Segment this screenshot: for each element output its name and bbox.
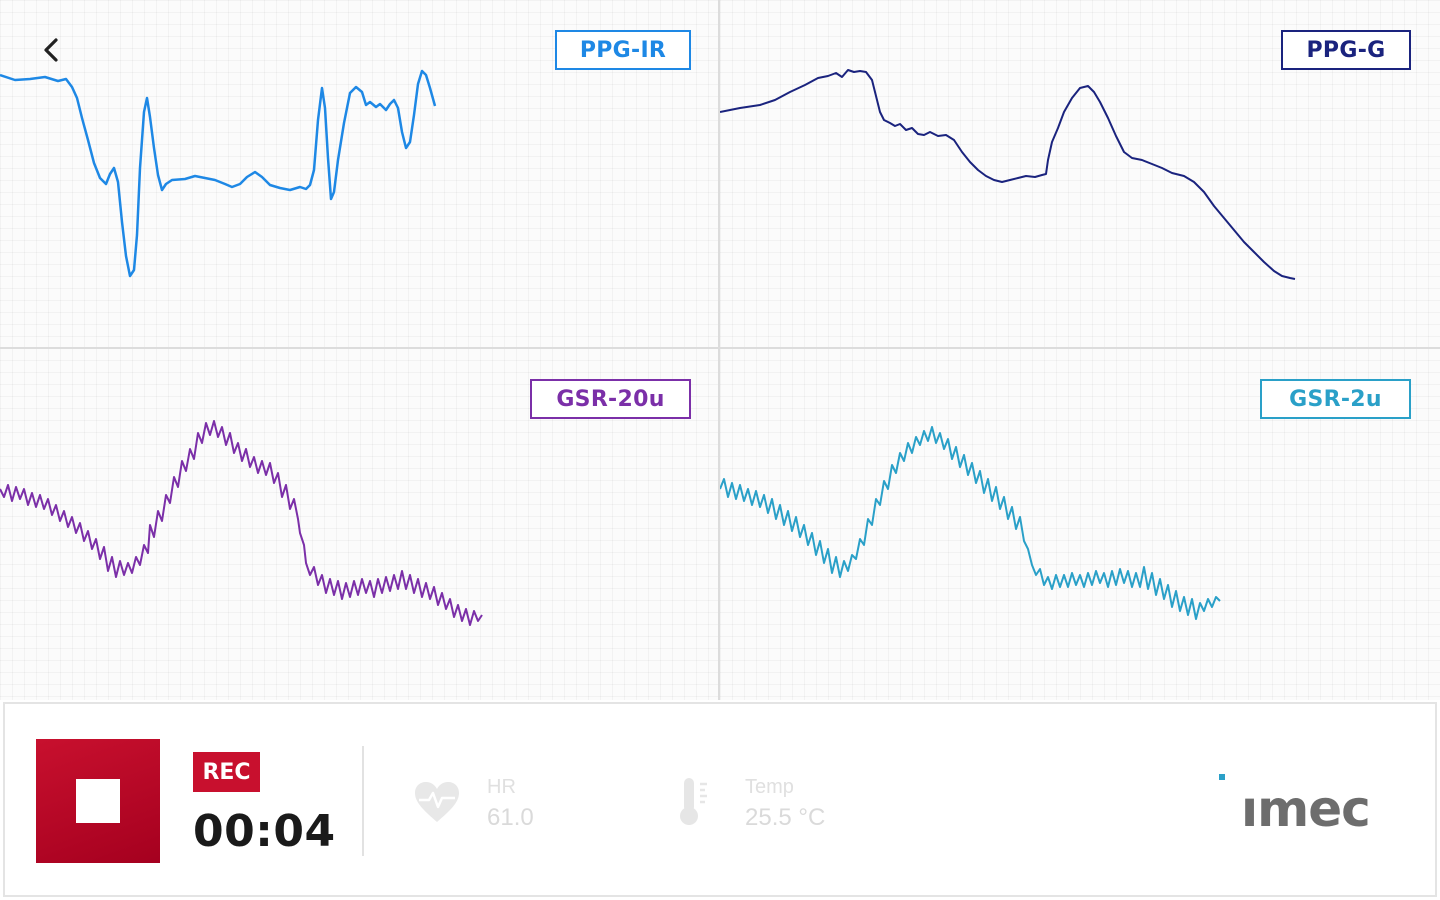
stop-recording-button[interactable] <box>36 739 160 863</box>
vertical-divider <box>718 0 720 700</box>
svg-text:ımec: ımec <box>1241 780 1370 838</box>
chevron-left-icon <box>44 38 58 62</box>
temp-value: 25.5 °C <box>745 804 826 831</box>
panel-ppg-ir: PPG-IR <box>0 0 718 347</box>
gsr-20u-label: GSR-20u <box>530 379 691 419</box>
gsr-20u-waveform <box>0 420 483 626</box>
hr-label: HR <box>487 776 516 798</box>
hr-value: 61.0 <box>487 804 534 831</box>
ppg-ir-waveform <box>0 69 437 278</box>
temp-label: Temp <box>745 776 794 798</box>
gsr-2u-label: GSR-2u <box>1260 379 1411 419</box>
control-separator <box>362 746 364 856</box>
ppg-ir-label: PPG-IR <box>555 30 691 70</box>
ppg-g-label: PPG-G <box>1281 30 1411 70</box>
heart-icon <box>415 782 459 822</box>
recording-timer: 00:04 <box>193 806 336 857</box>
rec-badge: REC <box>193 752 260 792</box>
gsr-2u-waveform <box>720 426 1221 620</box>
panel-gsr-20u: GSR-20u <box>0 349 718 700</box>
imec-logo: ımec <box>1219 774 1371 838</box>
stop-icon <box>76 779 120 823</box>
horizontal-divider <box>0 347 1440 349</box>
panel-ppg-g: PPG-G <box>720 0 1440 347</box>
ppg-g-waveform <box>720 69 1296 280</box>
back-button[interactable] <box>34 32 70 68</box>
signal-grid: PPG-IR PPG-G GSR-20u GSR-2u <box>0 0 1440 700</box>
panel-gsr-2u: GSR-2u <box>720 349 1440 700</box>
control-bar: REC 00:04 HR 61.0 Temp 25.5 °C ımec <box>3 702 1437 897</box>
thermometer-icon <box>680 778 707 825</box>
